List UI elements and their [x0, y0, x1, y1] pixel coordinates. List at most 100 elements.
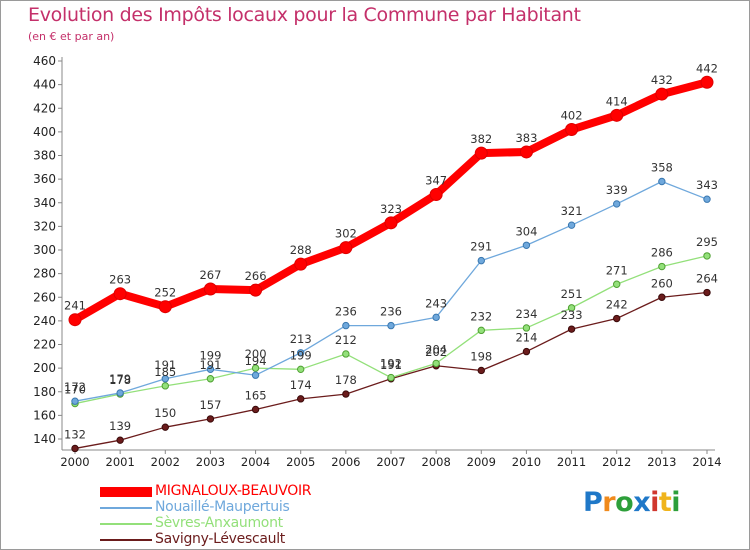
data-label: 178	[109, 373, 131, 387]
y-tick-label: 200	[33, 361, 56, 375]
y-tick-label: 440	[33, 78, 56, 92]
data-point	[384, 216, 398, 230]
y-tick-label: 300	[33, 243, 56, 257]
data-point	[251, 364, 260, 372]
proxiti-logo: Proxiti	[583, 487, 681, 518]
data-label: 323	[380, 202, 402, 216]
data-label: 242	[606, 298, 628, 312]
data-point	[203, 282, 217, 296]
x-tick-label: 2007	[376, 455, 405, 469]
x-tick-label: 2014	[692, 455, 721, 469]
data-label: 198	[470, 349, 492, 363]
data-label: 185	[154, 365, 176, 379]
y-tick-label: 360	[33, 172, 56, 186]
data-point	[161, 375, 169, 383]
data-point	[206, 375, 215, 383]
x-tick-label: 2004	[241, 455, 270, 469]
data-label: 172	[64, 380, 86, 394]
data-labels-layer: 241 263 252 267 266 288 302 323 347 382 383 402 414 4…	[64, 61, 718, 441]
data-point	[206, 365, 215, 374]
data-point	[613, 314, 621, 323]
data-point	[297, 349, 305, 357]
data-label: 199	[199, 348, 221, 362]
y-tick-label: 220	[33, 338, 56, 352]
data-label: 232	[470, 309, 492, 323]
x-tick-label: 2011	[557, 455, 586, 469]
data-point	[567, 325, 576, 333]
data-point	[161, 382, 169, 390]
data-label: 402	[561, 109, 583, 123]
x-tick-label: 2008	[422, 455, 451, 469]
data-point	[477, 366, 485, 375]
legend-swatch	[100, 539, 152, 541]
y-tick-label: 280	[33, 267, 56, 281]
data-point	[429, 187, 443, 201]
data-point	[71, 397, 79, 405]
data-point	[116, 436, 124, 444]
data-point	[432, 359, 440, 368]
data-label: 302	[335, 227, 357, 241]
data-label: 157	[199, 398, 221, 412]
data-label: 214	[515, 331, 537, 345]
data-label: 295	[696, 235, 718, 249]
data-point	[522, 241, 531, 249]
y-tick-label: 460	[33, 54, 56, 68]
legend-label: Sèvres-Anxaumont	[155, 515, 283, 531]
data-point	[658, 293, 666, 301]
data-label: 194	[245, 354, 267, 368]
data-label: 139	[109, 419, 131, 433]
data-point	[387, 373, 395, 382]
data-label: 165	[245, 388, 267, 402]
data-label: 343	[696, 178, 718, 192]
x-tick-label: 2010	[512, 455, 541, 469]
data-point	[297, 395, 305, 403]
data-point	[474, 146, 488, 160]
legend-label: MIGNALOUX-BEAUVOIR	[155, 483, 312, 499]
chart-axes: 140 160 180 200 220 240 260 280 300 320 340 360 380 4…	[33, 54, 722, 469]
y-tick-label: 180	[33, 385, 56, 399]
data-point	[342, 321, 350, 330]
data-point	[613, 200, 621, 208]
x-tick-label: 2005	[286, 455, 315, 469]
data-point	[703, 288, 711, 297]
x-tick-label: 2001	[106, 455, 135, 469]
data-point	[251, 405, 260, 414]
legend-label: Savigny-Lévescault	[155, 531, 285, 547]
data-point	[113, 287, 127, 301]
y-tick-label: 320	[33, 219, 56, 233]
data-label: 212	[335, 333, 357, 347]
data-label: 263	[109, 273, 131, 287]
data-point	[522, 347, 531, 356]
data-point	[249, 283, 263, 297]
data-point	[655, 87, 669, 101]
data-point	[567, 221, 576, 229]
data-point	[387, 321, 395, 330]
data-label: 170	[64, 383, 86, 397]
data-point	[610, 108, 624, 122]
data-label: 213	[290, 332, 312, 346]
y-tick-label: 380	[33, 149, 56, 163]
y-tick-label: 260	[33, 290, 56, 304]
data-label: 251	[561, 287, 583, 301]
x-tick-label: 2000	[60, 455, 89, 469]
data-point	[700, 75, 714, 89]
data-label: 252	[154, 286, 176, 300]
y-tick-label: 340	[33, 196, 56, 210]
data-point	[206, 415, 215, 423]
data-point	[251, 371, 260, 379]
data-label: 200	[245, 347, 267, 361]
data-label: 192	[380, 357, 402, 371]
data-point	[71, 444, 79, 453]
data-label: 347	[425, 173, 447, 187]
data-point	[339, 241, 353, 255]
data-point	[158, 300, 172, 314]
data-point	[522, 324, 531, 332]
data-label: 236	[335, 305, 357, 319]
data-label: 358	[651, 160, 673, 174]
y-tick-label: 240	[33, 314, 56, 328]
data-label: 288	[290, 243, 312, 257]
data-label: 264	[696, 272, 718, 286]
data-label: 132	[64, 427, 86, 441]
data-label: 260	[651, 276, 673, 290]
